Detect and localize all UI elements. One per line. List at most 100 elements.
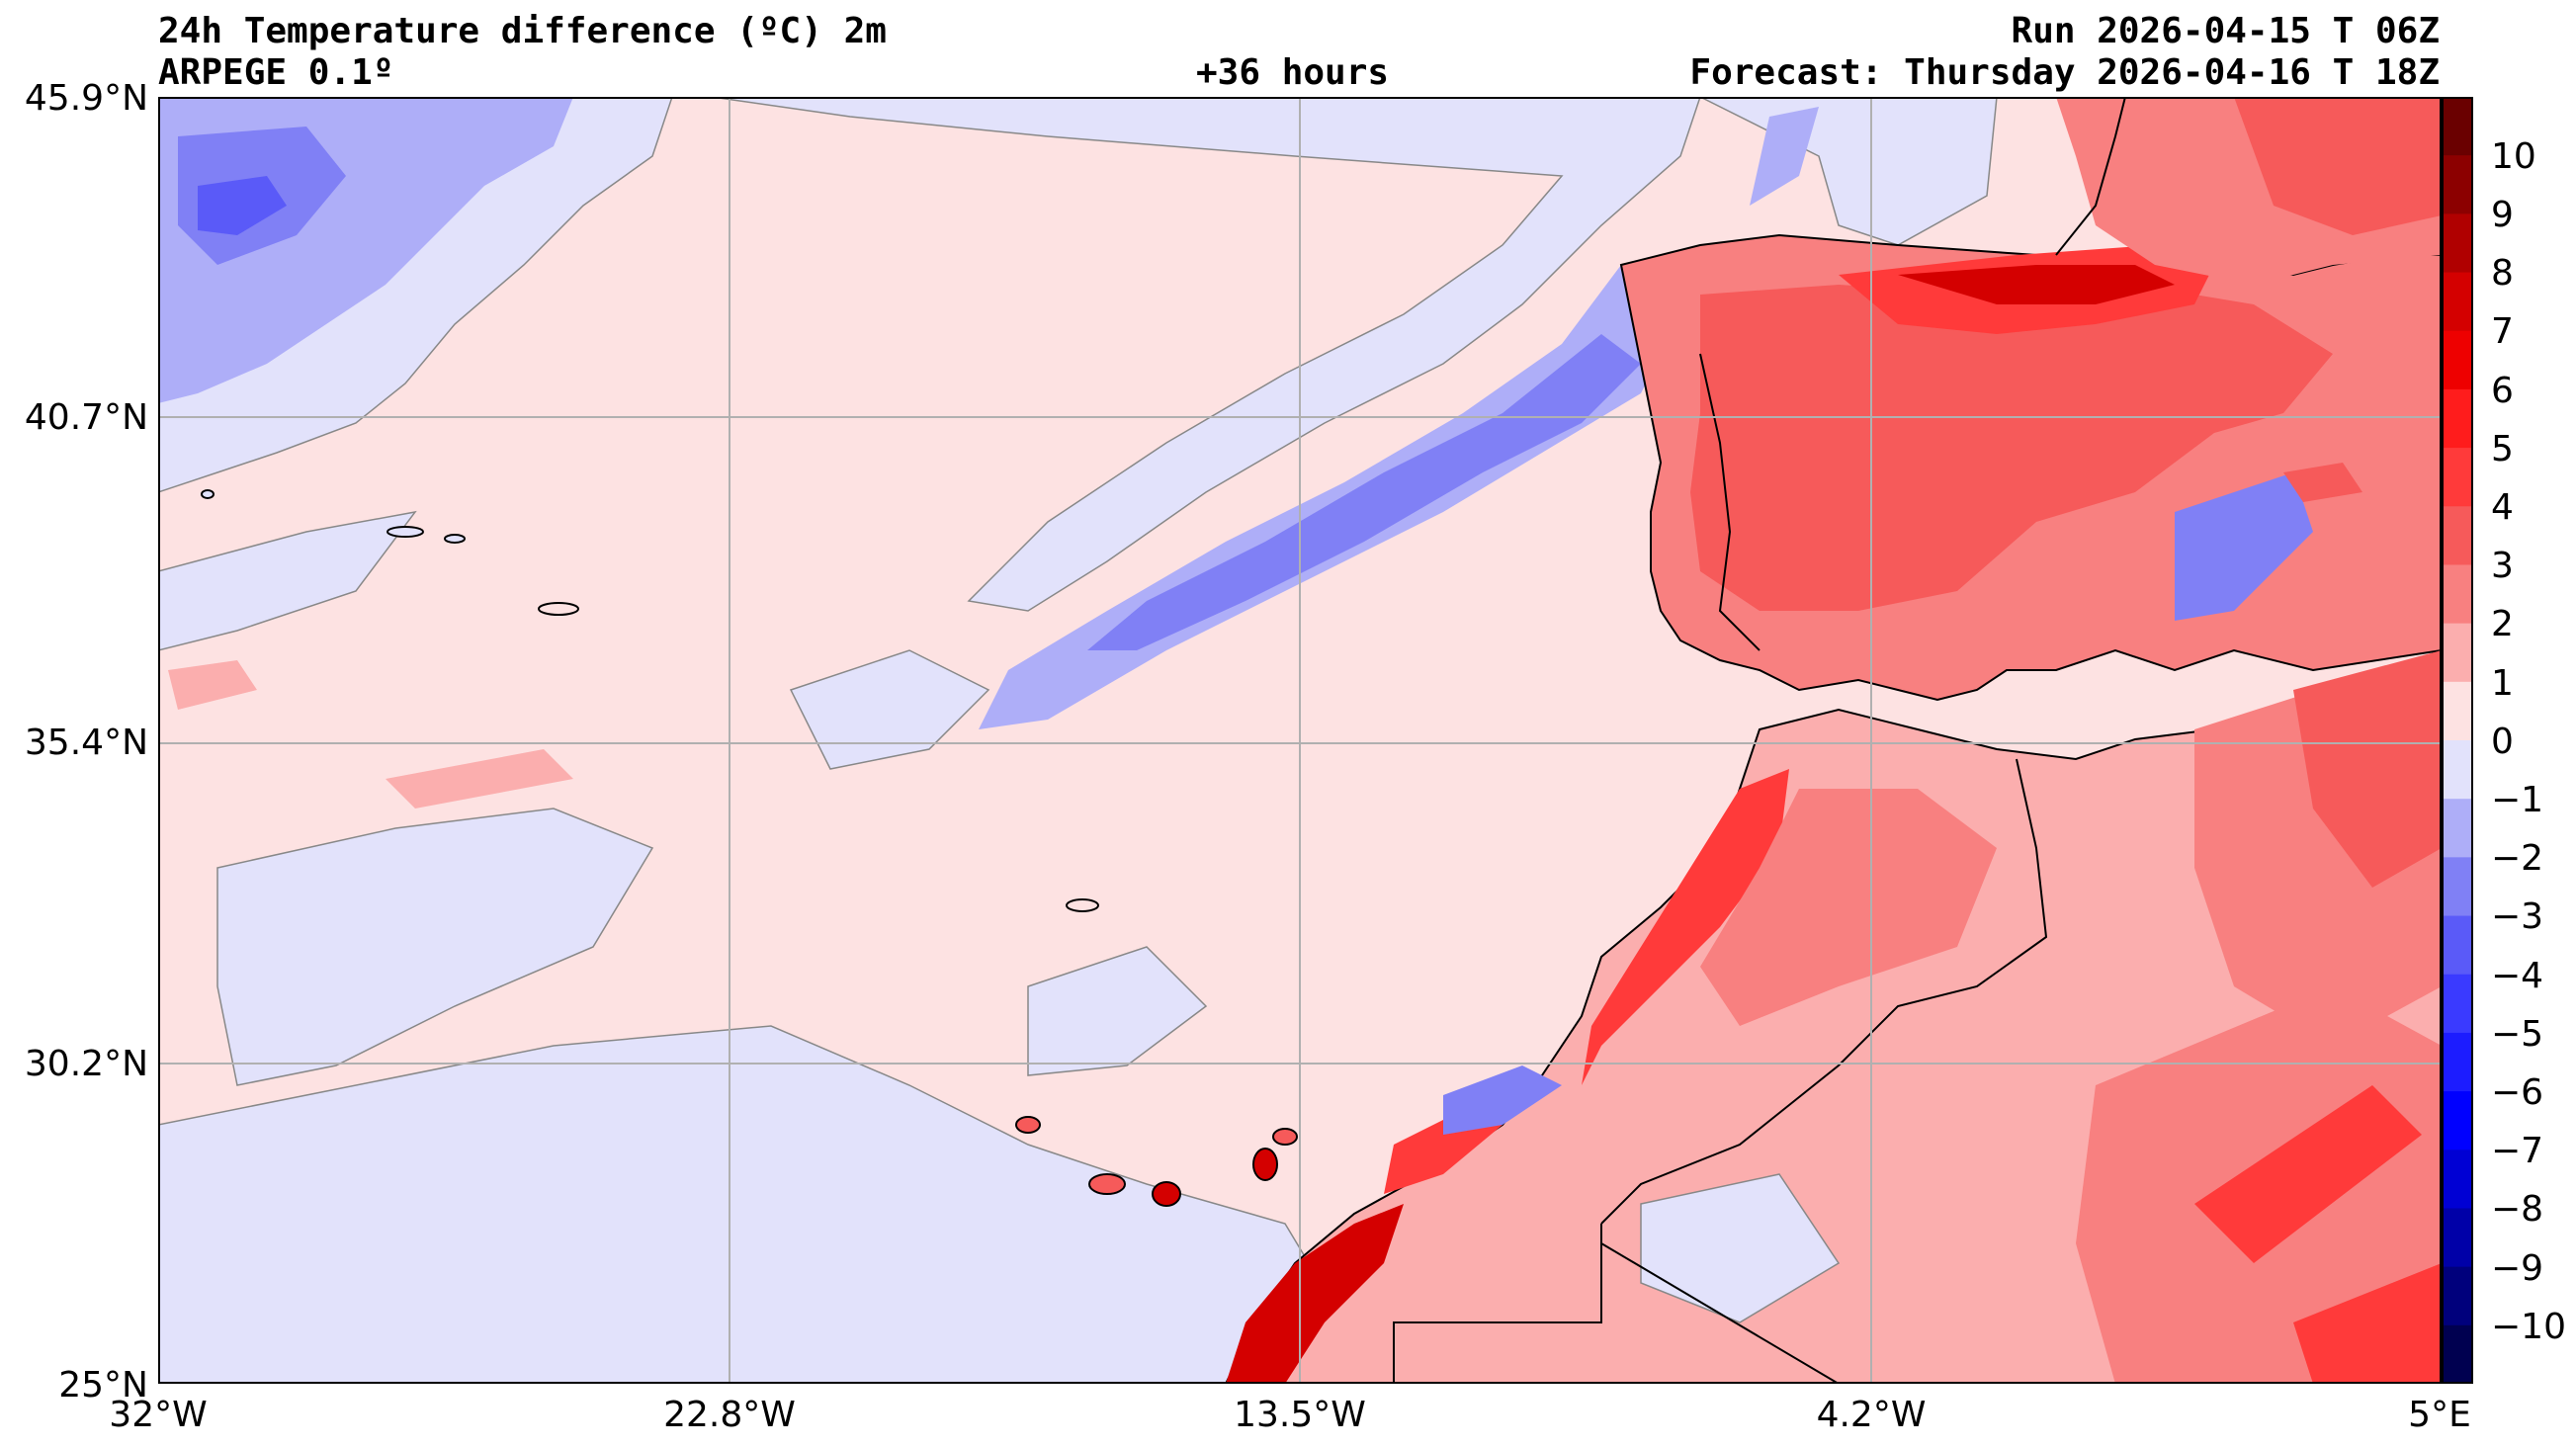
southwest-cool-area — [216, 808, 654, 1086]
france-spain-border — [2055, 97, 2126, 256]
colorbar-bin — [2442, 740, 2473, 800]
colorbar-bin — [2442, 1150, 2473, 1209]
algeria-hot-area — [2293, 650, 2442, 888]
colorbar — [2442, 97, 2473, 1384]
colorbar-bin — [2442, 857, 2473, 917]
colorbar-label-8: 8 — [2491, 253, 2514, 294]
azores-island-2 — [444, 534, 466, 544]
south-cool-area — [158, 1025, 1346, 1384]
ocean-warm-streak-2 — [386, 749, 573, 809]
colorbar-bin — [2442, 799, 2473, 858]
ocean-warm-streak — [168, 660, 257, 710]
iberia-warm-core — [1690, 285, 2333, 611]
colorbar-bin — [2442, 564, 2473, 625]
colorbar-label-5: 5 — [2491, 429, 2514, 469]
france-hot-area — [2234, 97, 2442, 235]
colorbar-frame — [2442, 97, 2473, 1384]
colorbar-bin — [2442, 1266, 2473, 1326]
morocco-warm-interior — [1700, 789, 1997, 1026]
colorbar-label-minus-2: −2 — [2491, 838, 2544, 879]
colorbar-label-minus-10: −10 — [2491, 1307, 2566, 1347]
colorbar-bin — [2442, 213, 2473, 274]
north-cool-band — [711, 97, 1701, 612]
azores-island-4 — [201, 489, 215, 499]
mid-cool-patch — [789, 649, 990, 770]
temperature-difference-map — [158, 97, 2442, 1384]
colorbar-label-6: 6 — [2491, 371, 2514, 411]
morocco-algeria-border — [1600, 758, 2048, 1225]
colorbar-label-9: 9 — [2491, 195, 2514, 235]
colorbar-label-minus-1: −1 — [2491, 780, 2544, 820]
colorbar-bin — [2442, 506, 2473, 565]
canary-island-4 — [1252, 1148, 1278, 1181]
colorbar-label-4: 4 — [2491, 487, 2514, 528]
colorbar-label-minus-3: −3 — [2491, 896, 2544, 937]
colorbar-label-minus-5: −5 — [2491, 1014, 2544, 1055]
model-label: ARPEGE 0.1º — [158, 52, 394, 93]
colorbar-bin — [2442, 448, 2473, 507]
portugal-border — [1699, 353, 1760, 651]
colorbar-bin — [2442, 97, 2473, 156]
lat-label-45-9: 45.9°N — [24, 78, 148, 119]
colorbar-label-2: 2 — [2491, 604, 2514, 644]
lead-time-label: +36 hours — [1196, 52, 1390, 93]
lat-label-25: 25°N — [58, 1365, 148, 1405]
forecast-label: Forecast: Thursday 2026-04-16 T 18Z — [1689, 52, 2440, 93]
colorbar-label-1: 1 — [2491, 663, 2514, 704]
run-label: Run 2026-04-15 T 06Z — [2011, 11, 2440, 51]
madeira-island — [1066, 898, 1099, 912]
azores-island-3 — [538, 602, 579, 616]
lat-label-40-7: 40.7°N — [24, 397, 148, 438]
colorbar-bin — [2442, 155, 2473, 214]
sahara-hot-streak — [2194, 1085, 2422, 1263]
map-frame — [158, 97, 2442, 1384]
iberia-hot-core — [1898, 265, 2175, 304]
west-cool-patch — [158, 510, 417, 651]
colorbar-bin — [2442, 623, 2473, 683]
morocco-coast-warm — [1582, 769, 1789, 1085]
diagonal-cool-core — [1087, 334, 1641, 650]
colorbar-label-7: 7 — [2491, 311, 2514, 352]
colorbar-bin — [2442, 1324, 2473, 1384]
colorbar-label-10: 10 — [2491, 136, 2536, 177]
balearic-warm-patch — [2283, 463, 2362, 502]
colorbar-bin — [2442, 330, 2473, 390]
sahara-cool-patch — [1640, 1173, 1841, 1323]
canary-island-5 — [1272, 1128, 1298, 1146]
atlantic-cool-strip — [1750, 107, 1819, 206]
colorbar-bin — [2442, 681, 2473, 741]
colorbar-label-3: 3 — [2491, 546, 2514, 586]
graticule — [158, 97, 2442, 1384]
canary-island-1 — [1015, 1116, 1041, 1134]
colorbar-label-minus-6: −6 — [2491, 1072, 2544, 1113]
sahara-hot-streak-2 — [2293, 1263, 2442, 1384]
mauritania-border — [1393, 1224, 1602, 1384]
canary-island-2 — [1088, 1173, 1126, 1195]
colorbar-bin — [2442, 915, 2473, 976]
canary-island-3 — [1152, 1181, 1181, 1207]
colorbar-bin — [2442, 1032, 2473, 1092]
colorbar-label-minus-8: −8 — [2491, 1189, 2544, 1230]
lon-label-5e: 5°E — [2408, 1395, 2471, 1435]
lat-label-30-2: 30.2°N — [24, 1044, 148, 1084]
northwest-cool-center — [198, 176, 287, 235]
colorbar-bin — [2442, 1091, 2473, 1150]
colorbar-bin — [2442, 974, 2473, 1034]
lon-label-4-2w: 4.2°W — [1816, 1395, 1927, 1435]
azores-island-1 — [386, 526, 424, 538]
mali-border — [1600, 1242, 1840, 1384]
lon-label-13-5w: 13.5°W — [1234, 1395, 1366, 1435]
colorbar-bin — [2442, 272, 2473, 332]
lon-label-32w: 32°W — [109, 1395, 208, 1435]
coastal-cool-strip — [1443, 1065, 1562, 1135]
western-sahara-coast-hot — [1226, 1204, 1404, 1384]
central-cool-patch — [1027, 946, 1208, 1076]
colorbar-label-0: 0 — [2491, 722, 2514, 762]
lat-label-35-4: 35.4°N — [24, 723, 148, 763]
colorbar-label-minus-7: −7 — [2491, 1131, 2544, 1171]
colorbar-bin — [2442, 1208, 2473, 1268]
iberia-cool-coast — [2175, 472, 2313, 621]
lon-label-22-8w: 22.8°W — [663, 1395, 796, 1435]
colorbar-bin — [2442, 388, 2473, 449]
map-title: 24h Temperature difference (ºC) 2m — [158, 11, 887, 51]
